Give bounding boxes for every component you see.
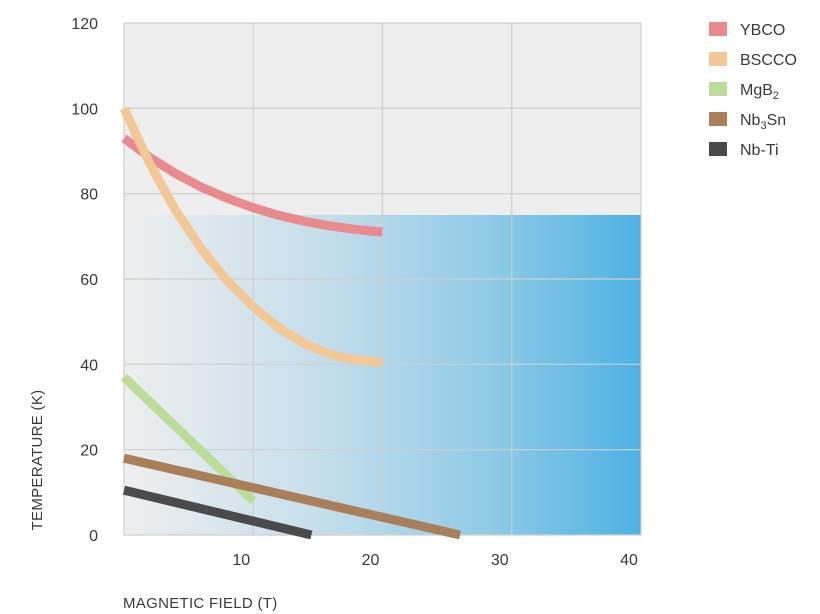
legend-label-3: Nb3Sn: [740, 112, 786, 132]
x-tick-label-3: 40: [620, 552, 638, 569]
legend-label-1: BSCCO: [740, 52, 797, 69]
series-line-1: [119, 106, 383, 367]
legend-swatch-4: [709, 142, 727, 156]
series-line-0: [121, 134, 383, 237]
legend-swatch-2: [709, 82, 727, 96]
y-tick-label-5: 100: [71, 101, 98, 118]
legend-label-2: MgB2: [740, 82, 779, 102]
y-tick-label-3: 60: [80, 272, 98, 289]
legend-swatch-3: [709, 112, 727, 126]
y-tick-label-6: 120: [71, 16, 98, 33]
x-tick-label-0: 10: [232, 552, 250, 569]
series-group: [119, 106, 462, 540]
x-tick-label-1: 20: [362, 552, 380, 569]
y-tick-label-4: 80: [80, 187, 98, 204]
y-tick-label-2: 40: [80, 357, 98, 374]
tick-labels: 0 20 40 60 80 100 120 10 20 30 40: [71, 16, 638, 569]
legend-label-4: Nb-Ti: [740, 142, 779, 159]
legend: YBCO BSCCO MgB2 Nb3Sn Nb-Ti: [709, 22, 797, 159]
y-tick-label-0: 0: [89, 528, 98, 545]
x-axis-label: MAGNETIC FIELD (T): [123, 595, 278, 612]
legend-swatch-0: [709, 22, 727, 36]
y-axis-label: TEMPERATURE (K): [29, 390, 46, 531]
series-line-3: [122, 453, 462, 540]
series-line-4: [122, 485, 313, 540]
x-tick-label-2: 30: [491, 552, 509, 569]
y-tick-label-1: 20: [80, 443, 98, 460]
legend-swatch-1: [709, 52, 727, 66]
legend-label-0: YBCO: [740, 22, 785, 39]
